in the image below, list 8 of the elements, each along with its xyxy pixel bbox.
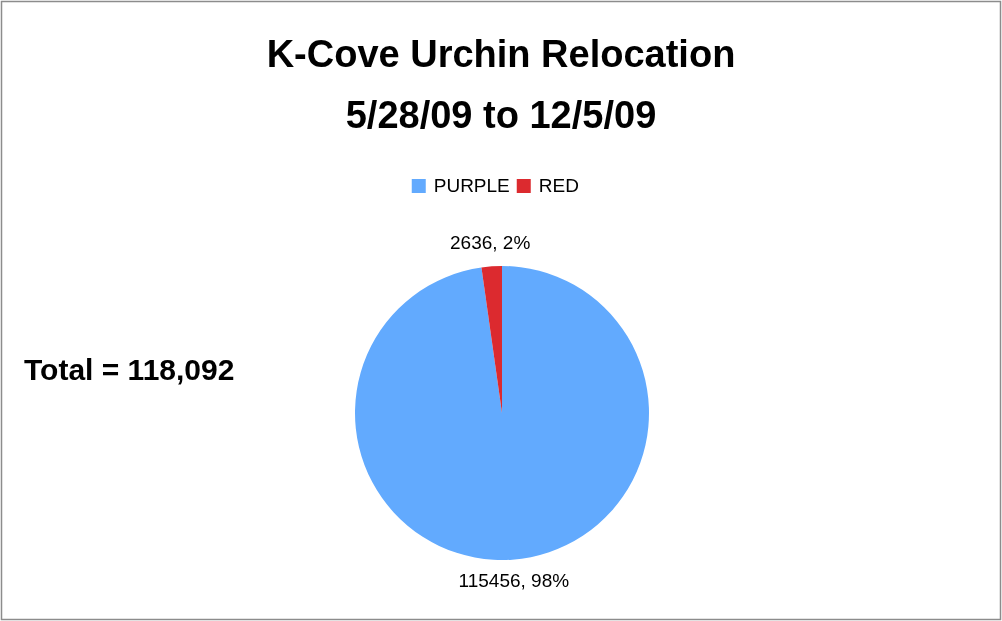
pie-slice [481, 266, 502, 413]
chart-title: K-Cove Urchin Relocation 5/28/09 to 12/5/09 [266, 33, 736, 136]
pie-slice [355, 266, 649, 560]
data-label: 115456, 98% [458, 569, 570, 591]
text: Total = 118,092 [24, 353, 235, 386]
legend-label: PURPLE [433, 175, 510, 197]
data-label: 2636, 2% [450, 232, 531, 254]
legend-label: RED [538, 175, 579, 197]
